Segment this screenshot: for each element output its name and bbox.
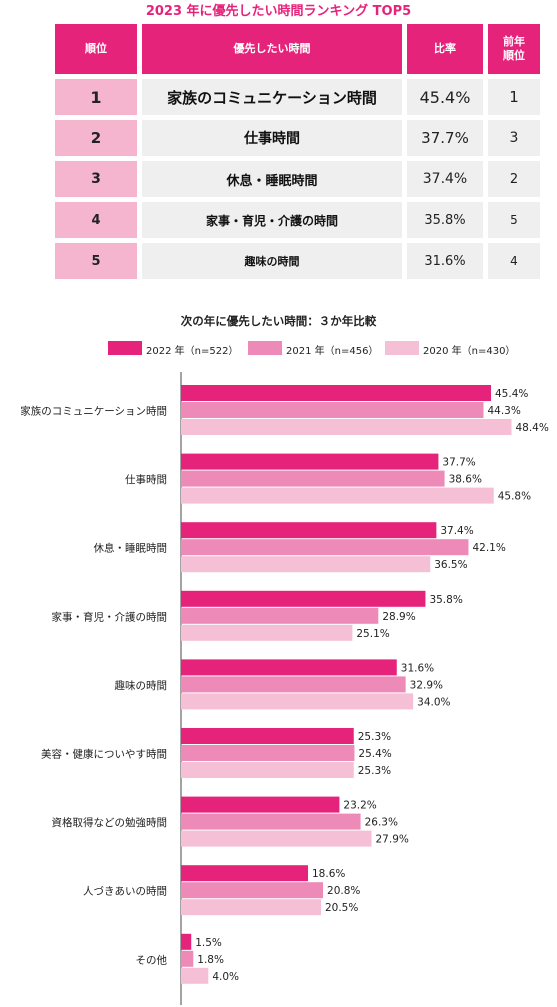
- header-ratio: 比率: [407, 24, 483, 74]
- bar-value-label: 1.8%: [197, 954, 224, 966]
- bar-value-label: 27.9%: [376, 834, 409, 846]
- rank-time-name: 仕事時間: [142, 120, 402, 156]
- rank-prev: 3: [488, 120, 540, 156]
- rank-prev: 5: [488, 202, 540, 238]
- bar-value-label: 36.5%: [434, 559, 467, 571]
- bar-value-label: 20.5%: [325, 902, 358, 914]
- header-prev-rank: 前年 順位: [488, 24, 540, 74]
- rank-time-name: 趣味の時間: [142, 243, 402, 279]
- bar-value-label: 48.4%: [515, 422, 548, 434]
- bar: [181, 728, 354, 744]
- legend-label: 2022 年（n=522）: [146, 346, 239, 357]
- rank-number: 4: [55, 202, 137, 238]
- category-label: 休息・睡眠時間: [94, 542, 168, 555]
- rank-ratio: 31.6%: [407, 243, 483, 279]
- bar: [181, 830, 372, 847]
- bar-value-label: 1.5%: [195, 937, 222, 949]
- category-label: その他: [136, 953, 168, 966]
- header-time: 優先したい時間: [142, 24, 402, 74]
- category-label: 家事・育児・介護の時間: [52, 610, 168, 623]
- bar: [181, 693, 414, 710]
- ranking-title: 2023 年に優先したい時間ランキング TOP5: [145, 4, 412, 19]
- rank-ratio: 35.8%: [407, 202, 483, 238]
- bar: [181, 796, 340, 813]
- bar-value-label: 26.3%: [365, 817, 398, 829]
- chart-legend: 2022 年（n=522） 2021 年（n=456） 2020 年（n=430）: [0, 0, 557, 380]
- bar: [181, 590, 426, 607]
- rank-prev: 1: [488, 79, 540, 115]
- rank-prev: 2: [488, 161, 540, 197]
- bar: [181, 624, 353, 641]
- rank-time-name: 家族のコミュニケーション時間: [142, 79, 402, 115]
- legend-swatch: [248, 341, 282, 355]
- rank-number: 1: [55, 79, 137, 115]
- rank-number: 3: [55, 161, 137, 197]
- rank-ratio: 37.7%: [407, 120, 483, 156]
- legend-swatch: [108, 341, 142, 355]
- bar: [181, 539, 469, 556]
- rank-number: 5: [55, 243, 137, 279]
- bar-value-label: 20.8%: [327, 885, 360, 897]
- bar: [181, 745, 355, 761]
- rank-time-name: 休息・睡眠時間: [142, 161, 402, 197]
- bar-value-label: 37.4%: [440, 525, 473, 537]
- legend-label: 2021 年（n=456）: [286, 346, 379, 357]
- bar-value-label: 42.1%: [472, 542, 505, 554]
- bar-value-label: 45.8%: [498, 491, 531, 503]
- bar-value-label: 4.0%: [212, 971, 239, 983]
- bar-value-label: 32.9%: [410, 679, 443, 691]
- bar-value-label: 38.6%: [449, 474, 482, 486]
- header-rank: 順位: [55, 24, 137, 74]
- bar: [181, 402, 484, 418]
- rank-time-name: 家事・育児・介護の時間: [142, 202, 402, 238]
- category-label: 家族のコミュニケーション時間: [20, 405, 167, 418]
- bar-value-label: 25.3%: [358, 731, 391, 743]
- bar: [181, 385, 491, 401]
- bar: [181, 522, 437, 539]
- category-label: 人づきあいの時間: [83, 886, 167, 898]
- category-label: 美容・健康についやす時間: [41, 748, 167, 761]
- category-label: 資格取得などの勉強時間: [52, 816, 168, 829]
- bar: [181, 676, 406, 693]
- bar-value-label: 34.0%: [417, 696, 450, 708]
- bar-value-label: 45.4%: [495, 388, 528, 400]
- bar-value-label: 18.6%: [312, 868, 345, 880]
- bar-value-label: 37.7%: [442, 457, 475, 469]
- bar: [181, 882, 324, 899]
- bar: [181, 453, 439, 470]
- bar-value-label: 25.3%: [358, 765, 391, 777]
- legend-label: 2020 年（n=430）: [423, 346, 516, 357]
- rank-ratio: 37.4%: [407, 161, 483, 197]
- chart-title: 次の年に優先したい時間：３か年比較: [180, 314, 377, 328]
- bar: [181, 762, 354, 778]
- rank-ratio: 45.4%: [407, 79, 483, 115]
- bar: [181, 899, 321, 916]
- bar-value-label: 25.4%: [358, 748, 391, 760]
- bar-value-label: 28.9%: [382, 611, 415, 623]
- bar: [181, 487, 494, 504]
- bar: [181, 865, 309, 882]
- rank-prev: 4: [488, 243, 540, 279]
- bar: [181, 967, 209, 984]
- bar: [181, 813, 361, 830]
- bar-value-label: 25.1%: [356, 628, 389, 640]
- legend-swatch: [385, 341, 419, 355]
- bar: [181, 933, 192, 950]
- bar: [181, 607, 379, 624]
- bar-value-label: 23.2%: [343, 800, 376, 812]
- bar: [181, 556, 431, 573]
- category-label: 仕事時間: [125, 473, 167, 486]
- bar: [181, 659, 397, 676]
- bar-value-label: 44.3%: [487, 405, 520, 417]
- rank-number: 2: [55, 120, 137, 156]
- bar-value-label: 31.6%: [401, 662, 434, 674]
- bar: [181, 419, 512, 435]
- bar-value-label: 35.8%: [429, 594, 462, 606]
- bar: [181, 470, 445, 487]
- bar: [181, 950, 194, 967]
- category-label: 趣味の時間: [115, 679, 168, 692]
